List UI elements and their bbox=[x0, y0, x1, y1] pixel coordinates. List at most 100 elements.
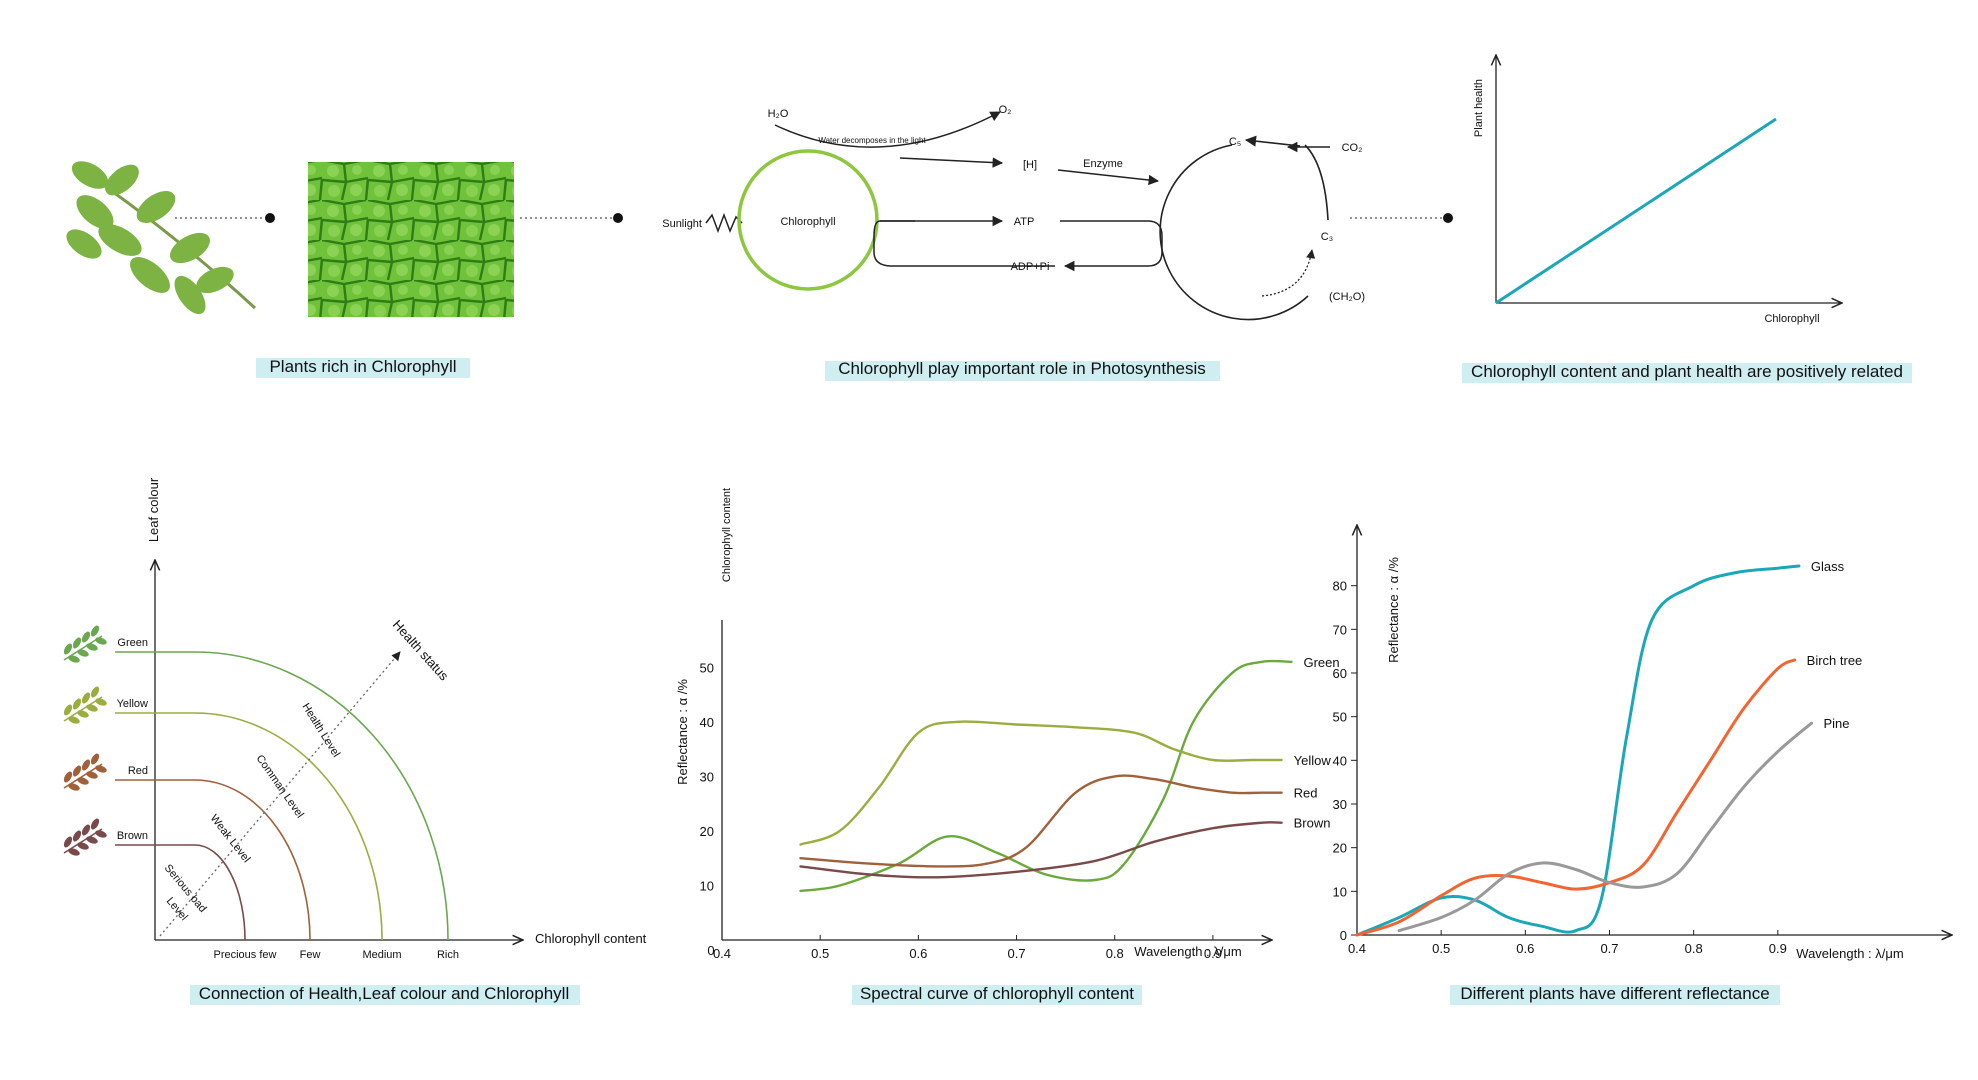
x-axis-label: Chlorophyll bbox=[1764, 313, 1819, 325]
leaf-icon bbox=[63, 625, 107, 663]
series-label-brown: Brown bbox=[1294, 816, 1331, 831]
caption-text: Spectral curve of chlorophyll content bbox=[860, 984, 1134, 1003]
y-tick-label: 50 bbox=[700, 660, 714, 675]
series-label-pine: Pine bbox=[1824, 716, 1850, 731]
photosynthesis-diagram: H₂O O₂ Water decomposes in the light [H]… bbox=[662, 104, 1365, 321]
caption-p5: Spectral curve of chlorophyll content bbox=[852, 984, 1142, 1005]
caption-text: Chlorophyll content and plant health are… bbox=[1471, 362, 1903, 381]
x-tick-label: 0.8 bbox=[1685, 941, 1703, 956]
caption-p2: Chlorophyll play important role in Photo… bbox=[825, 359, 1220, 381]
chlorophyll-cells-image bbox=[308, 162, 514, 317]
y-tick-label: 20 bbox=[700, 824, 714, 839]
y-axis-label: Reflectance : α /% bbox=[675, 679, 690, 785]
x-tick-label: 0.7 bbox=[1600, 941, 1618, 956]
y-tick-label: 80 bbox=[1333, 579, 1347, 594]
connector-dot bbox=[1443, 213, 1453, 223]
level-arc bbox=[115, 651, 449, 941]
level-arc bbox=[115, 712, 383, 941]
x-tick-label: Medium bbox=[362, 949, 401, 961]
leaf-colour-label: Yellow bbox=[117, 698, 148, 710]
y-tick-label: 30 bbox=[700, 769, 714, 784]
y-axis-label: Leaf colour bbox=[146, 477, 161, 542]
c5-arrow bbox=[1244, 135, 1301, 147]
x-tick-label: 0.7 bbox=[1008, 946, 1026, 961]
leaf-icon bbox=[63, 686, 107, 724]
sunlight-zigzag bbox=[705, 212, 743, 234]
calvin-cycle-right bbox=[1304, 144, 1329, 221]
leaf-icon bbox=[63, 818, 107, 856]
health-chart: Plant health Chlorophyll bbox=[1473, 55, 1842, 325]
y-tick-label: 70 bbox=[1333, 622, 1347, 637]
x-tick-label: 0.4 bbox=[1348, 941, 1366, 956]
c3-label: C₃ bbox=[1321, 231, 1333, 243]
connector-dot bbox=[265, 213, 275, 223]
enzyme-arrow bbox=[1057, 169, 1160, 186]
h2o-label: H₂O bbox=[768, 108, 789, 120]
c3-dotted-arrow bbox=[1261, 249, 1316, 297]
adp-return-line bbox=[873, 220, 1055, 267]
series-line-green bbox=[799, 659, 1293, 893]
enzyme-label: Enzyme bbox=[1083, 158, 1123, 170]
atp-label: ATP bbox=[1014, 216, 1035, 228]
level-label-weak: Weak Level bbox=[208, 812, 253, 865]
y-tick-label: 30 bbox=[1333, 797, 1347, 812]
sunlight-label: Sunlight bbox=[662, 218, 702, 230]
series-label-yellow: Yellow bbox=[1294, 753, 1332, 768]
y-tick-label: 10 bbox=[700, 878, 714, 893]
y-tick-label: 60 bbox=[1333, 666, 1347, 681]
series-line-pine bbox=[1397, 721, 1813, 933]
origin-label: 0 bbox=[707, 943, 714, 958]
ch2o-label: (CH₂O) bbox=[1329, 291, 1365, 303]
x-tick-label: Precious few bbox=[214, 949, 277, 961]
water-split-arrow bbox=[774, 111, 1001, 148]
reflectance-chart: Reflectance : α /% Wavelength : λ/μm 0.4… bbox=[1333, 525, 1952, 961]
y-tick-label: 40 bbox=[1333, 753, 1347, 768]
x-tick-label: 0.8 bbox=[1106, 946, 1124, 961]
y-tick-label: 10 bbox=[1333, 884, 1347, 899]
x-tick-label: Rich bbox=[437, 949, 459, 961]
level-label-serious-2: Level bbox=[164, 895, 190, 923]
caption-p3: Chlorophyll content and plant health are… bbox=[1462, 362, 1912, 383]
health-trend-line bbox=[1495, 117, 1777, 305]
y-tick-label: 50 bbox=[1333, 710, 1347, 725]
h-label: [H] bbox=[1023, 159, 1037, 171]
x-tick-label: Few bbox=[300, 949, 321, 961]
series-label-green: Green bbox=[1303, 655, 1339, 670]
connection-chart: Leaf colour Chlorophyll content Green Yel… bbox=[63, 477, 647, 961]
water-note: Water decomposes in the light bbox=[818, 136, 926, 145]
level-arc bbox=[115, 779, 311, 941]
chlorophyll-circle bbox=[737, 149, 879, 291]
level-arc bbox=[115, 844, 246, 941]
x-tick-label: 0.4 bbox=[713, 946, 731, 961]
level-label-health: Health Level bbox=[299, 701, 342, 759]
x-axis-label: Wavelength : λ/μm bbox=[1796, 946, 1903, 961]
calvin-cycle-left bbox=[1159, 144, 1309, 321]
adp-label: ADP+Pi bbox=[1011, 261, 1050, 273]
connector-dot bbox=[613, 213, 623, 223]
caption-text: Chlorophyll play important role in Photo… bbox=[838, 359, 1206, 378]
y-tick-label: 20 bbox=[1333, 841, 1347, 856]
series-line-birch-tree bbox=[1355, 658, 1797, 937]
atp-cycle-line bbox=[1060, 220, 1163, 272]
y-tick-label: 40 bbox=[700, 715, 714, 730]
caption-p1: Plants rich in Chlorophyll bbox=[256, 357, 470, 378]
caption-text: Plants rich in Chlorophyll bbox=[269, 357, 456, 376]
x-tick-label: 0.6 bbox=[1516, 941, 1534, 956]
x-tick-label: 0.5 bbox=[811, 946, 829, 961]
x-tick-label: 0.6 bbox=[909, 946, 927, 961]
series-line-yellow bbox=[799, 720, 1283, 846]
series-label-glass: Glass bbox=[1811, 559, 1845, 574]
o2-label: O₂ bbox=[999, 104, 1012, 116]
series-line-red bbox=[799, 774, 1283, 868]
level-arcs: Green Yellow Red Brown Precious few Few Medium… bbox=[115, 637, 459, 961]
h-arrow bbox=[899, 157, 1004, 168]
series-label-birch-tree: Birch tree bbox=[1807, 653, 1863, 668]
health-status-label: Health status bbox=[390, 617, 452, 684]
x-axis-label: Chlorophyll content bbox=[535, 931, 647, 946]
caption-text: Different plants have different reflecta… bbox=[1460, 984, 1769, 1003]
y-axis-label: Plant health bbox=[1473, 79, 1485, 137]
co2-label: CO₂ bbox=[1342, 142, 1363, 154]
chlorophyll-label: Chlorophyll bbox=[780, 216, 835, 228]
caption-text: Connection of Health,Leaf colour and Chl… bbox=[199, 984, 569, 1003]
leaf-icons bbox=[63, 625, 107, 856]
